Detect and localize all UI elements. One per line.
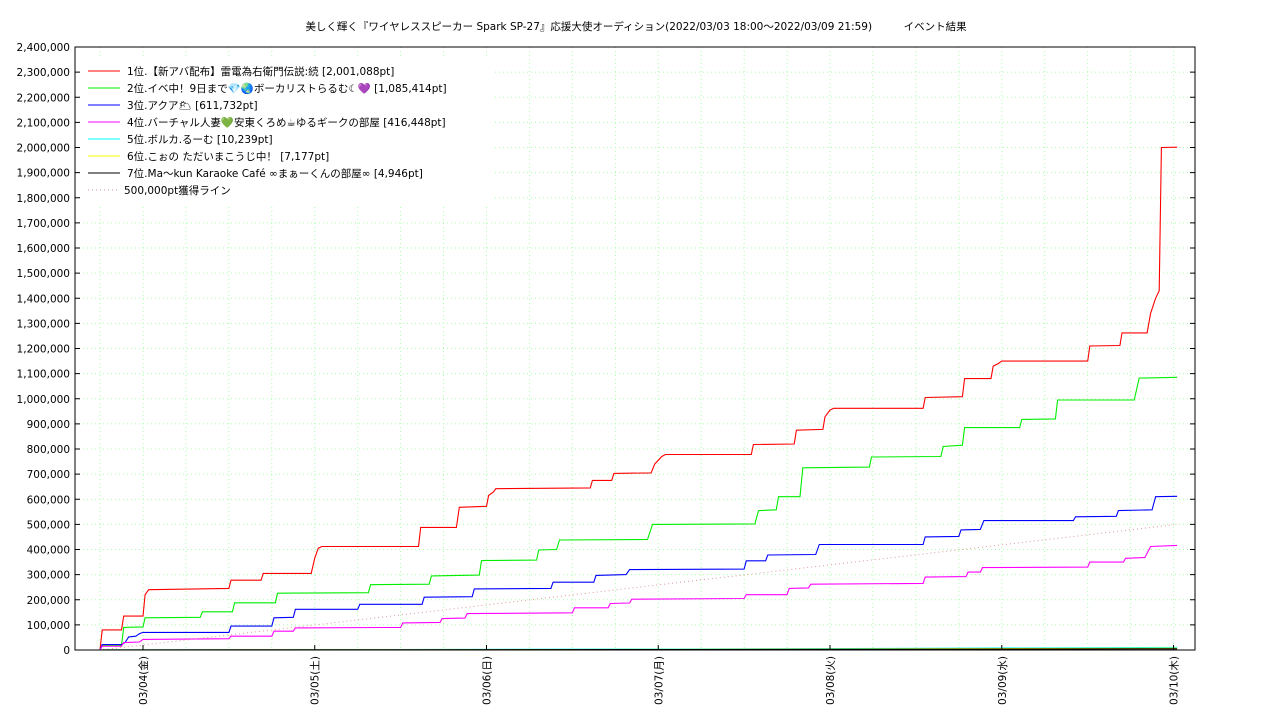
legend-label: 3位.アクア🌥 [611,732pt] [127,99,258,112]
legend-label: 500,000pt獲得ライン [124,184,231,197]
series-line-3 [99,495,1178,651]
y-tick-label: 0 [63,645,70,657]
x-tick-label: 03/07(月) [653,656,665,705]
y-tick-label: 300,000 [27,570,70,582]
y-tick-label: 1,500,000 [17,268,70,280]
y-tick-label: 1,400,000 [17,293,70,305]
legend-label: 7位.Ma〜kun Karaoke Café ∞まぁーくんの部屋∞ [4,946… [127,167,423,180]
y-tick-label: 1,700,000 [17,218,70,230]
y-tick-label: 1,100,000 [17,369,70,381]
series-line-2 [99,376,1178,651]
x-tick-label: 03/09(水) [997,656,1009,705]
y-tick-label: 900,000 [27,419,70,431]
y-tick-label: 1,000,000 [17,394,70,406]
y-tick-label: 1,200,000 [17,344,70,356]
x-tick-label: 03/05(土) [309,656,322,705]
y-tick-label: 200,000 [27,595,70,607]
y-tick-label: 1,600,000 [17,243,70,255]
x-tick-label: 03/08(火) [825,656,837,705]
series-line-4 [99,544,1178,651]
x-tick-label: 03/04(金) [137,656,150,705]
series-line-8 [99,523,1178,651]
y-tick-label: 1,300,000 [17,318,70,330]
legend-label: 2位.イベ中！9日まで💎🌏ボーカリストらるむ☾💜 [1,085,414pt] [127,82,447,95]
legend-label: 1位.【新アバ配布】雷電為右衛門伝説:続 [2,001,088pt] [127,65,394,78]
y-tick-label: 500,000 [27,519,70,531]
series-line-1 [99,146,1178,651]
legend-background [82,58,494,206]
y-tick-label: 600,000 [27,494,70,506]
legend-label: 4位.バーチャル人妻💚安東くろめ☕ゆるギークの部屋 [416,448pt] [127,116,446,129]
legend-label: 6位.こぉの ただいまこうじ中！ [7,177pt] [127,150,329,163]
x-tick-label: 03/06(日) [482,656,494,705]
y-tick-label: 400,000 [27,545,70,557]
legend: 1位.【新アバ配布】雷電為右衛門伝説:続 [2,001,088pt] 2位.イベ中… [82,58,494,206]
y-tick-label: 2,100,000 [17,117,70,129]
y-tick-label: 800,000 [27,444,70,456]
y-tick-label: 2,300,000 [17,67,70,79]
x-tick-label: 03/10(木) [1169,656,1181,705]
legend-label: 5位.ボルカ.るーむ [10,239pt] [127,133,273,146]
y-tick-label: 2,000,000 [17,143,70,155]
y-tick-label: 700,000 [27,469,70,481]
y-tick-label: 2,200,000 [17,92,70,104]
y-tick-label: 1,900,000 [17,168,70,180]
chart-title: 美しく輝く『ワイヤレススピーカー Spark SP-27』応援大使オーディション… [305,20,967,33]
x-axis: 03/04(金) 03/05(土) 03/06(日) 03/07(月) 03/08(火)… [137,645,1181,705]
y-axis: 0 100,000 200,000 300,000 400,000 500,000 600,… [17,42,1195,657]
y-tick-label: 100,000 [27,620,70,632]
y-tick-label: 2,400,000 [17,42,70,54]
y-tick-label: 1,800,000 [17,193,70,205]
